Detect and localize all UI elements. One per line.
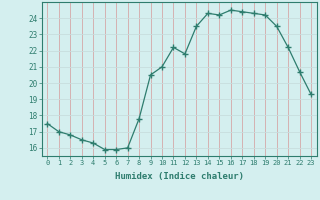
X-axis label: Humidex (Indice chaleur): Humidex (Indice chaleur): [115, 172, 244, 181]
